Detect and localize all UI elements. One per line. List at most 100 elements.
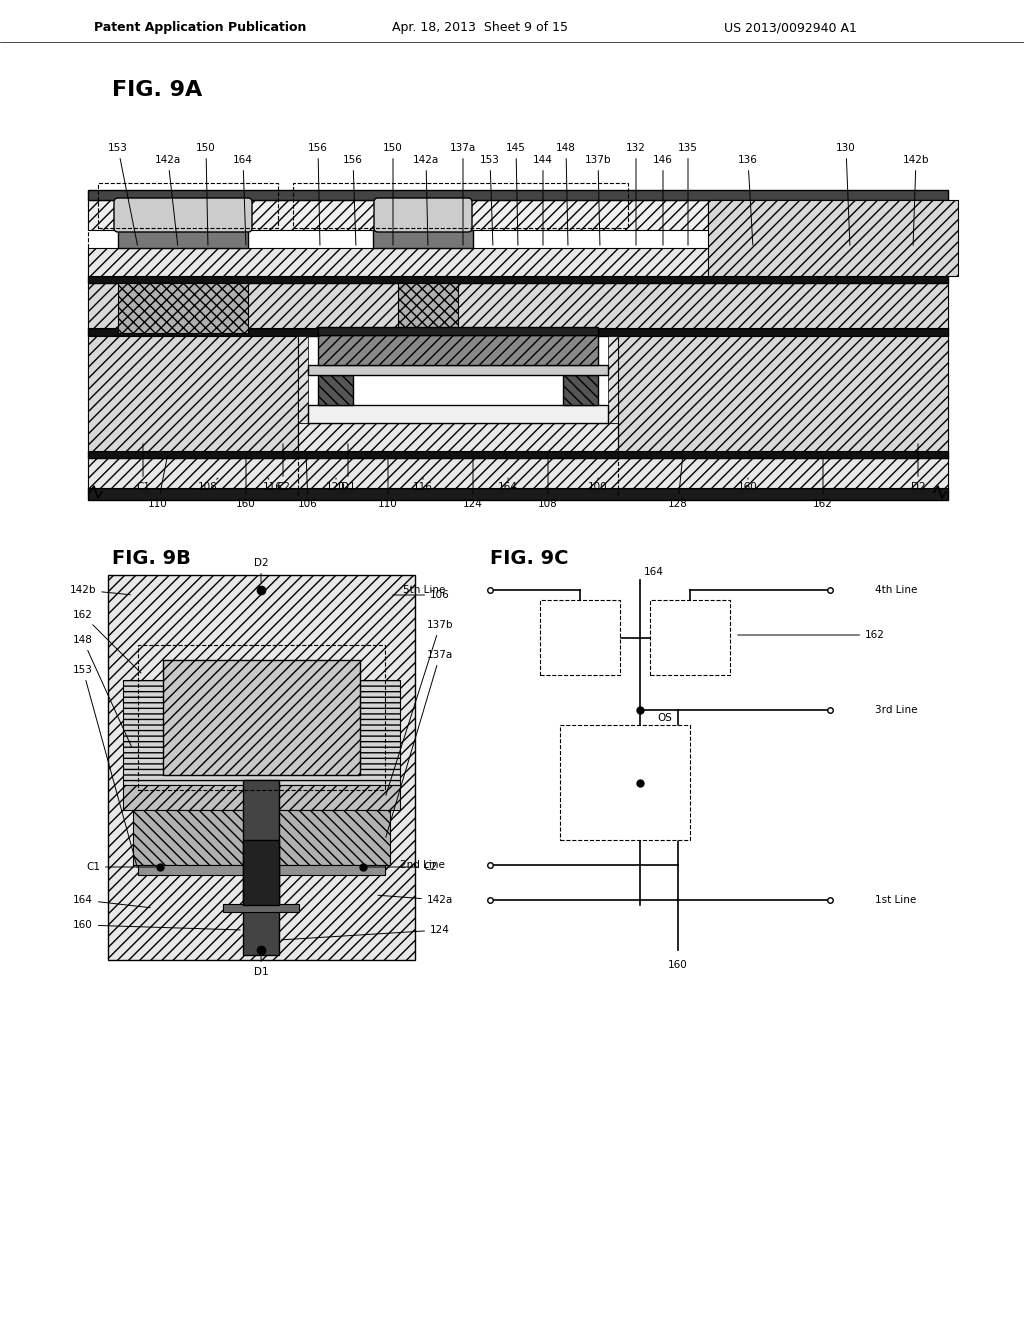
Text: 164: 164 (73, 895, 151, 908)
Text: FIG. 9B: FIG. 9B (112, 549, 190, 568)
Bar (88, 248, 948, 276)
Bar (540, 601, 620, 675)
Text: 162: 162 (813, 455, 833, 510)
Text: 137b: 137b (386, 620, 454, 796)
Text: 164: 164 (644, 568, 664, 577)
Bar (560, 725, 690, 840)
Text: 136: 136 (738, 154, 758, 246)
Text: 160: 160 (237, 455, 256, 510)
Text: 153: 153 (109, 143, 137, 246)
Text: 110: 110 (148, 455, 168, 510)
Text: 160: 160 (738, 478, 758, 492)
Text: 108: 108 (539, 455, 558, 510)
Text: 148: 148 (73, 635, 132, 747)
Bar (318, 375, 353, 405)
Text: C2: C2 (366, 862, 437, 873)
Text: 164: 164 (498, 478, 518, 492)
Text: 150: 150 (383, 143, 402, 246)
FancyBboxPatch shape (114, 198, 252, 232)
Text: 128: 128 (668, 455, 688, 510)
Text: 108: 108 (198, 478, 218, 492)
Bar (88, 327, 948, 337)
Bar (293, 183, 628, 228)
Bar (123, 680, 400, 785)
Text: 160: 160 (668, 960, 688, 970)
Bar (88, 282, 948, 327)
Bar (618, 337, 948, 451)
Text: D1: D1 (341, 444, 355, 492)
Bar (708, 201, 958, 276)
Text: 153: 153 (480, 154, 500, 246)
Text: 116: 116 (263, 478, 283, 492)
Bar (138, 645, 385, 789)
FancyBboxPatch shape (374, 198, 472, 232)
Text: 142b: 142b (70, 585, 130, 595)
Text: D1: D1 (254, 950, 268, 977)
Bar (138, 865, 385, 875)
Bar (123, 785, 400, 810)
Text: 106: 106 (393, 590, 450, 601)
Text: C1: C1 (86, 862, 158, 873)
Bar (118, 230, 248, 248)
Bar (243, 840, 279, 906)
Bar (650, 601, 730, 675)
Text: 145: 145 (506, 143, 526, 246)
Text: 142b: 142b (903, 154, 929, 246)
Text: 142a: 142a (155, 154, 181, 246)
Text: 5th Line: 5th Line (402, 585, 445, 595)
Bar (223, 904, 299, 912)
Bar (88, 201, 708, 230)
Text: 156: 156 (343, 154, 362, 246)
Text: 162: 162 (737, 630, 885, 640)
Text: FIG. 9A: FIG. 9A (112, 81, 203, 100)
Text: 4th Line: 4th Line (874, 585, 918, 595)
Text: 146: 146 (653, 154, 673, 246)
Bar (243, 780, 279, 954)
Bar (373, 230, 473, 248)
Text: 153: 153 (73, 665, 137, 867)
Bar (98, 183, 278, 228)
Bar (398, 282, 458, 333)
Text: 137b: 137b (585, 154, 611, 246)
Bar (563, 375, 598, 405)
Text: 120: 120 (326, 478, 346, 492)
Text: Apr. 18, 2013  Sheet 9 of 15: Apr. 18, 2013 Sheet 9 of 15 (392, 21, 568, 34)
Text: 144: 144 (534, 154, 553, 246)
Text: 110: 110 (378, 455, 398, 510)
Text: US 2013/0092940 A1: US 2013/0092940 A1 (724, 21, 856, 34)
Text: 2nd Line: 2nd Line (400, 861, 445, 870)
Text: D2: D2 (254, 558, 268, 582)
Text: OS: OS (657, 713, 673, 723)
Text: 150: 150 (197, 143, 216, 246)
Bar (133, 810, 390, 865)
Text: 135: 135 (678, 143, 698, 246)
Bar (118, 282, 248, 333)
Bar (88, 337, 298, 451)
Text: 162: 162 (73, 610, 141, 673)
Bar (88, 488, 948, 500)
Text: FIG. 9C: FIG. 9C (490, 549, 568, 568)
Bar (88, 458, 948, 488)
Text: 124: 124 (463, 455, 483, 510)
Text: 106: 106 (298, 455, 317, 510)
Text: C1: C1 (136, 444, 150, 492)
Text: D2: D2 (910, 444, 926, 492)
Bar (163, 660, 360, 775)
Bar (298, 337, 308, 422)
Bar (108, 576, 415, 960)
Text: Patent Application Publication: Patent Application Publication (94, 21, 306, 34)
Text: 3rd Line: 3rd Line (874, 705, 918, 715)
Bar (608, 337, 618, 422)
Text: 164: 164 (233, 154, 253, 246)
Text: 137a: 137a (386, 649, 454, 837)
Bar (88, 190, 948, 201)
Text: 142a: 142a (378, 895, 454, 906)
Bar (318, 327, 598, 335)
Text: 148: 148 (556, 143, 575, 246)
Text: 160: 160 (73, 920, 241, 931)
Bar (318, 335, 598, 366)
Text: C2: C2 (276, 444, 290, 492)
Text: 124: 124 (282, 925, 450, 940)
Bar (298, 422, 618, 451)
Text: 116: 116 (413, 478, 433, 492)
